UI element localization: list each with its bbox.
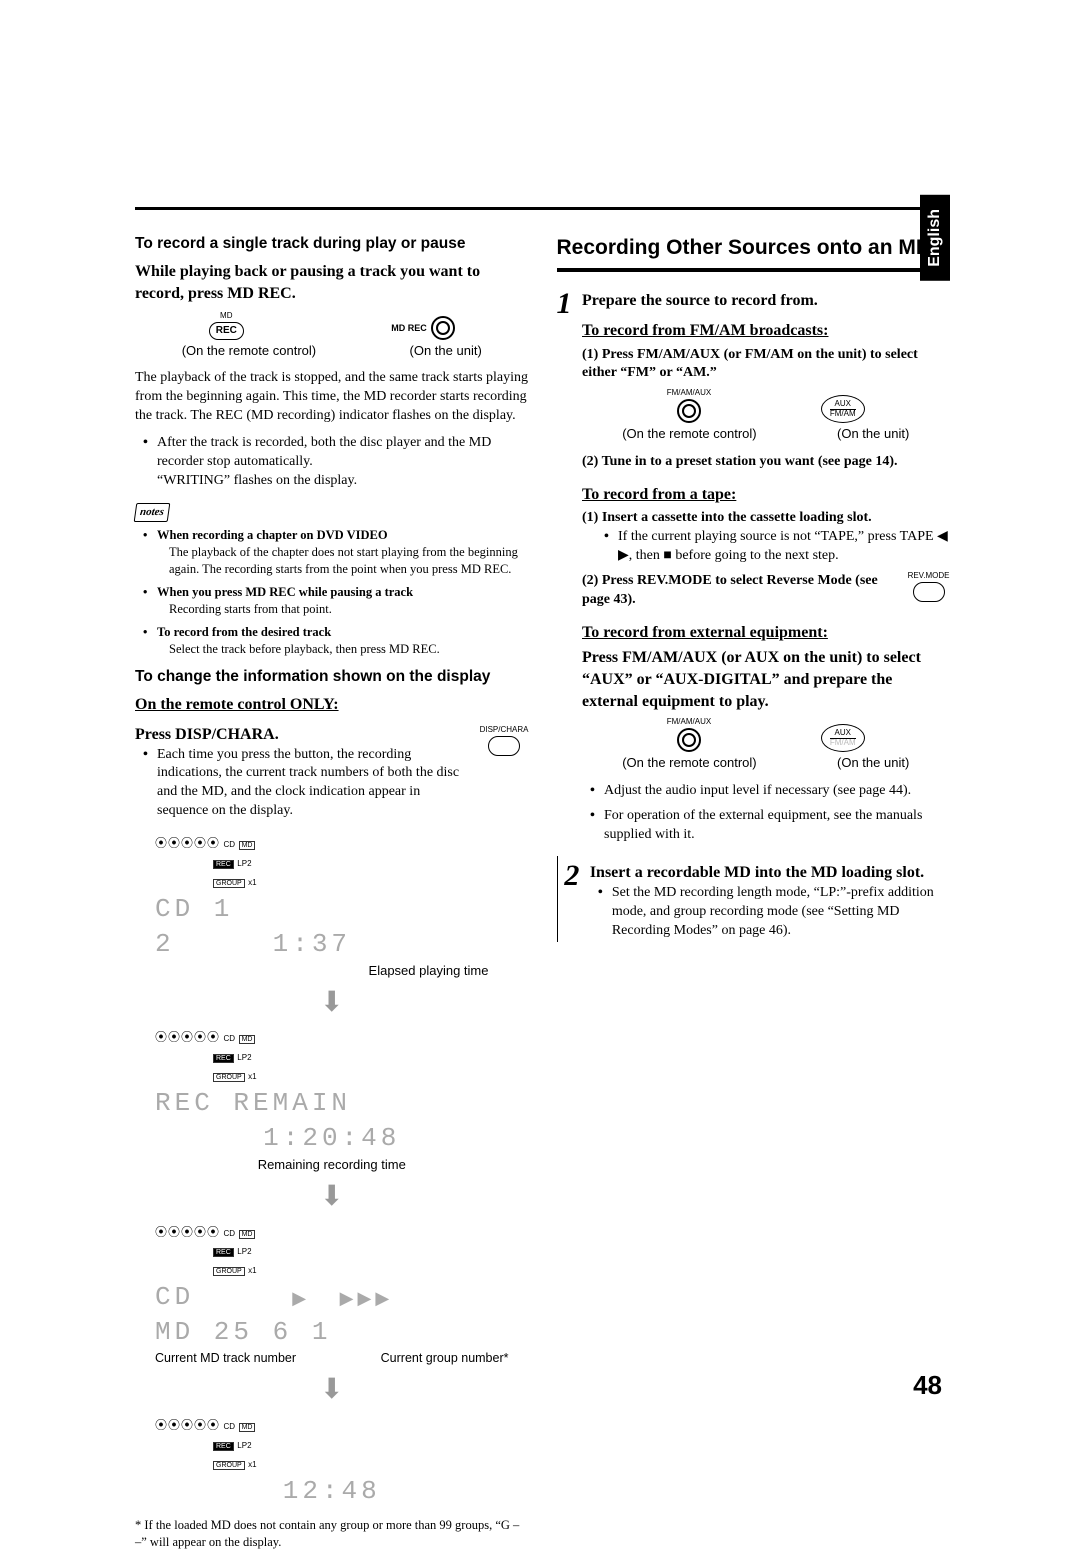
ind-rec: REC [213, 860, 234, 869]
step-num-2: 2 [564, 856, 586, 897]
display-panel-2: ⦿⦿⦿⦿⦿ CD MD REC LP2 GROUP x1 REC REMAIN … [155, 1029, 509, 1173]
sub-tape: To record from a tape: [582, 484, 950, 506]
right-column: Recording Other Sources onto an MD 1 Pre… [557, 234, 951, 1551]
fm-unit-btn: AUX FM/AM [821, 395, 865, 423]
caption-remaining: Remaining recording time [155, 1156, 509, 1174]
ext-bul2: For operation of the external equipment,… [594, 807, 950, 845]
seg-line-4: 12:48 [155, 1474, 509, 1509]
mdrec-unit-button: MD REC [391, 316, 455, 340]
tip-3: To record from the desired track Select … [147, 624, 529, 658]
ind-lp2: LP2 [237, 859, 251, 868]
caption-elapsed: Elapsed playing time [155, 962, 509, 980]
step2-bullet: Set the MD recording length mode, “LP:”-… [602, 884, 950, 941]
ext-unit-btn: AUX FM/AM [821, 724, 865, 752]
cap-unit: (On the unit) [410, 342, 482, 360]
after-record-list: After the track is recorded, both the di… [135, 434, 529, 491]
seg-line-1bc: 2 1:37 [155, 927, 509, 962]
fm-btn-caption: (On the remote control) (On the unit) [582, 425, 950, 443]
tip-1: When recording a chapter on DVD VIDEO Th… [147, 527, 529, 578]
tape-step1: (1) Insert a cassette into the cassette … [582, 509, 950, 528]
seg-line-3a: CD ▶ ▶▶▶ [155, 1280, 509, 1315]
explain-para: The playback of the track is stopped, an… [135, 369, 529, 426]
ext-btn-caption: (On the remote control) (On the unit) [582, 754, 950, 772]
heavy-rule [557, 268, 951, 272]
ind-x1: x1 [248, 878, 256, 887]
ring-icon [431, 316, 455, 340]
left-column: To record a single track during play or … [135, 234, 529, 1551]
disc-icons: ⦿⦿⦿⦿⦿ [155, 836, 220, 850]
ind-md: MD [239, 841, 256, 850]
notes-icon: notes [134, 503, 170, 522]
lead-instruction: While playing back or pausing a track yo… [135, 261, 529, 304]
sub-fm: To record from FM/AM broadcasts: [582, 320, 950, 342]
ring-icon [677, 728, 701, 752]
fm-buttons: FM/AM/AUX AUX FM/AM [612, 389, 920, 423]
down-arrow-2: ⬇ [135, 1178, 529, 1216]
ring-icon [677, 399, 701, 423]
seg-line-1a: CD 1 [155, 892, 509, 927]
tip-2: When you press MD REC while pausing a tr… [147, 584, 529, 618]
display-panel-3: ⦿⦿⦿⦿⦿ CD MD REC LP2 GROUP x1 CD ▶ ▶▶▶ MD… [155, 1224, 509, 1368]
oval-button-icon: AUX FM/AM [821, 724, 865, 752]
step-1: 1 Prepare the source to record from. To … [557, 284, 951, 850]
ext-buttons: FM/AM/AUX AUX FM/AM [612, 718, 920, 752]
dispchara-button: DISP/CHARA [480, 726, 529, 756]
down-arrow-3: ⬇ [135, 1371, 529, 1409]
page-content: To record a single track during play or … [135, 234, 950, 1551]
revmode-button: REV.MODE [908, 572, 950, 602]
display-panel-1: ⦿⦿⦿⦿⦿ CD MD REC LP2 GROUP x1 CD 1 2 1:37… [155, 835, 509, 979]
rec-top-label: MD [220, 312, 232, 320]
display-panel-4: ⦿⦿⦿⦿⦿ CD MD REC LP2 GROUP x1 12:48 [155, 1417, 509, 1509]
step1-text: Prepare the source to record from. [582, 290, 950, 312]
step-2: 2 Insert a recordable MD into the MD loa… [557, 856, 951, 946]
revmode-pill-icon [913, 582, 945, 602]
rec-buttons-row: MD REC MD REC [135, 312, 529, 340]
top-rule [135, 207, 950, 210]
footnote: * If the loaded MD does not contain any … [135, 1517, 529, 1551]
seg-line-2a: REC REMAIN [155, 1086, 509, 1121]
step-num-1: 1 [557, 284, 579, 325]
cap-remote: (On the remote control) [182, 342, 316, 360]
continuation-bar [557, 856, 559, 942]
ind-group: GROUP [213, 879, 245, 888]
remote-only: On the remote control ONLY: [135, 694, 529, 716]
ext-bullets: Adjust the audio input level if necessar… [582, 782, 950, 845]
tips-list: When recording a chapter on DVD VIDEO Th… [135, 527, 529, 657]
fm-remote-btn: FM/AM/AUX [667, 389, 711, 423]
fm-step1: (1) Press FM/AM/AUX (or FM/AM on the uni… [582, 346, 950, 384]
ext-lead: Press FM/AM/AUX (or AUX on the unit) to … [582, 647, 950, 712]
rec-pill: REC [209, 322, 244, 340]
rec-buttons-caption: (On the remote control) (On the unit) [135, 342, 529, 360]
section-title: Recording Other Sources onto an MD [557, 234, 951, 262]
tape-step1b: If the current playing source is not “TA… [608, 528, 950, 566]
dispchara-body: Each time you press the button, the reco… [147, 746, 470, 822]
after-bullet-1: After the track is recorded, both the di… [147, 434, 529, 491]
mdrec-label: MD REC [391, 322, 427, 334]
ind-cd: CD [224, 840, 236, 849]
rec-remote-button: MD REC [209, 312, 244, 340]
heading-change-display: To change the information shown on the d… [135, 667, 529, 688]
caption-track-group: Current MD track number Current group nu… [155, 1350, 509, 1367]
seg-line-3b: MD 25 6 1 [155, 1315, 509, 1350]
dispchara-pill-icon [488, 736, 520, 756]
dispchara-label: DISP/CHARA [480, 726, 529, 734]
ext-remote-btn: FM/AM/AUX [667, 718, 711, 752]
step2-text: Insert a recordable MD into the MD loadi… [590, 862, 950, 884]
seg-line-2b: 1:20:48 [155, 1121, 509, 1156]
sub-ext: To record from external equipment: [582, 622, 950, 644]
down-arrow-1: ⬇ [135, 984, 529, 1022]
fm-step2: (2) Tune in to a preset station you want… [582, 453, 950, 472]
ext-bul1: Adjust the audio input level if necessar… [594, 782, 950, 801]
heading-record-single: To record a single track during play or … [135, 234, 529, 255]
press-dispchara: Press DISP/CHARA. [135, 724, 470, 746]
page-number: 48 [913, 1370, 942, 1401]
oval-button-icon: AUX FM/AM [821, 395, 865, 423]
tape-step2: (2) Press REV.MODE to select Reverse Mod… [582, 572, 900, 610]
